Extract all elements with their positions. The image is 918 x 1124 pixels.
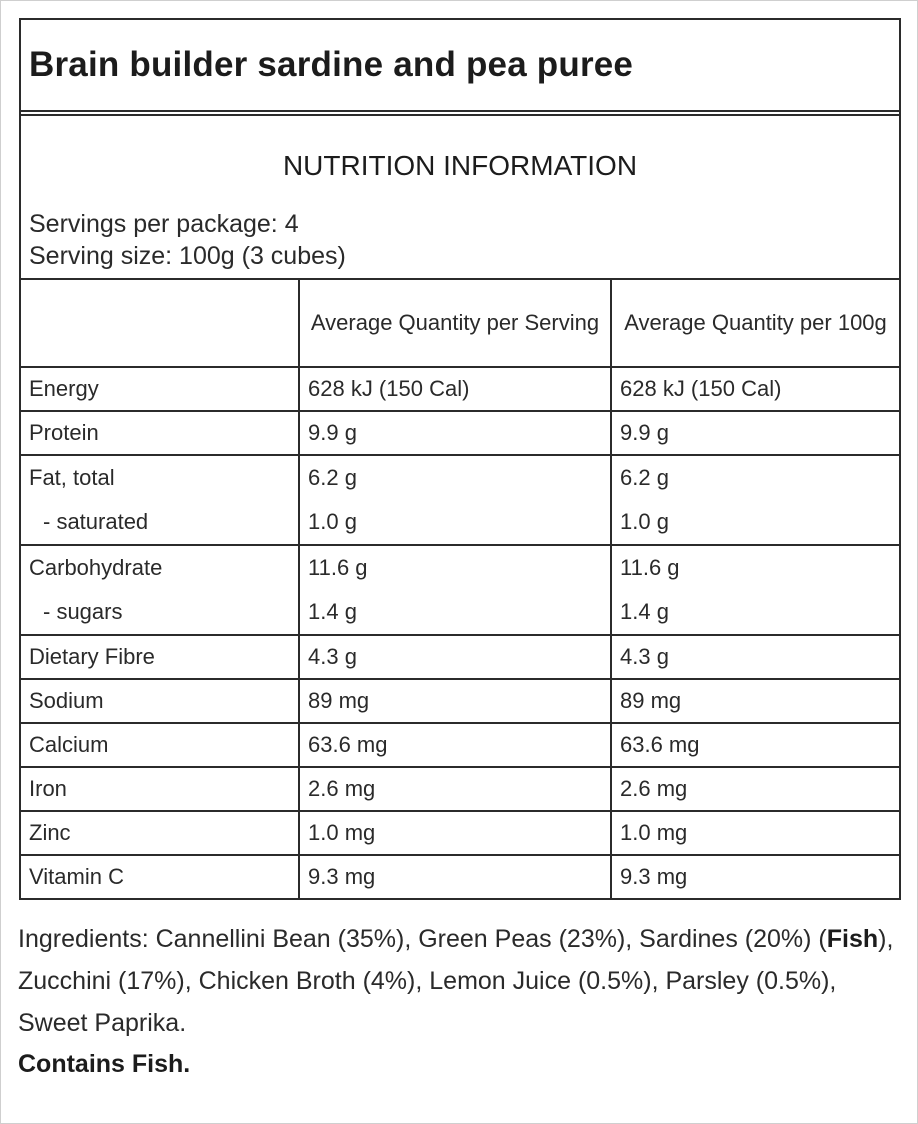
table-row: Vitamin C 9.3 mg 9.3 mg bbox=[21, 854, 899, 898]
per-serving-value: 9.3 mg bbox=[298, 854, 612, 898]
nutrient-label: Calcium bbox=[21, 722, 300, 768]
table-row: Dietary Fibre 4.3 g 4.3 g bbox=[21, 634, 899, 680]
nutrient-label: Protein bbox=[21, 410, 300, 456]
table-row: Calcium 63.6 mg 63.6 mg bbox=[21, 722, 899, 768]
per-100g-value: 89 mg bbox=[610, 678, 899, 724]
per-serving-value: 628 kJ (150 Cal) bbox=[298, 366, 612, 412]
header-nutrient bbox=[21, 278, 300, 368]
per-100g-value: 63.6 mg bbox=[610, 722, 899, 768]
per-serving-value: 89 mg bbox=[298, 678, 612, 724]
table-row: Zinc 1.0 mg 1.0 mg bbox=[21, 810, 899, 856]
nutrition-heading: NUTRITION INFORMATION bbox=[282, 150, 638, 181]
per-serving-group: 6.2 g 1.0 g bbox=[298, 454, 612, 546]
table-row: Carbohydrate - sugars 11.6 g 1.4 g 11.6 … bbox=[21, 544, 899, 636]
per-100g-group: 11.6 g 1.4 g bbox=[610, 544, 899, 636]
per-100g-value: 11.6 g bbox=[620, 555, 680, 580]
per-100g-value: 6.2 g bbox=[620, 465, 669, 490]
per-serving-value: 4.3 g bbox=[298, 634, 612, 680]
allergen-fish: Fish bbox=[826, 925, 879, 953]
sub-per-serving-value: 1.4 g bbox=[308, 599, 357, 624]
table-header-row: Average Quantity per Serving Average Qua… bbox=[21, 278, 899, 368]
nutrient-label: Fat, total bbox=[29, 465, 115, 490]
table-row: Energy 628 kJ (150 Cal) 628 kJ (150 Cal) bbox=[21, 366, 899, 412]
per-serving-value: 9.9 g bbox=[298, 410, 612, 456]
allergen-statement: Contains Fish. bbox=[18, 1050, 191, 1078]
sub-per-serving-value: 1.0 g bbox=[308, 509, 357, 534]
per-100g-value: 9.9 g bbox=[610, 410, 899, 456]
nutrient-label: Dietary Fibre bbox=[21, 634, 300, 680]
header-per-serving: Average Quantity per Serving bbox=[298, 278, 612, 368]
divider bbox=[21, 112, 899, 114]
table-row: Fat, total - saturated 6.2 g 1.0 g 6.2 g… bbox=[21, 454, 899, 546]
per-serving-group: 11.6 g 1.4 g bbox=[298, 544, 612, 636]
per-serving-value: 2.6 mg bbox=[298, 766, 612, 812]
table-row: Protein 9.9 g 9.9 g bbox=[21, 410, 899, 456]
sub-per-100g-value: 1.0 g bbox=[620, 509, 669, 534]
nutrient-label-group: Fat, total - saturated bbox=[21, 454, 300, 546]
table-row: Iron 2.6 mg 2.6 mg bbox=[21, 766, 899, 812]
nutrient-label: Energy bbox=[21, 366, 300, 412]
per-100g-value: 1.0 mg bbox=[610, 810, 899, 856]
nutrient-label: Zinc bbox=[21, 810, 300, 856]
header-per-100g: Average Quantity per 100g bbox=[610, 278, 899, 368]
nutrient-label: Sodium bbox=[21, 678, 300, 724]
per-serving-value: 11.6 g bbox=[308, 555, 368, 580]
per-100g-group: 6.2 g 1.0 g bbox=[610, 454, 899, 546]
table-row: Sodium 89 mg 89 mg bbox=[21, 678, 899, 724]
nutrition-info-box: NUTRITION INFORMATION Servings per packa… bbox=[21, 114, 899, 278]
ingredients-part-1: Ingredients: Cannellini Bean (35%), Gree… bbox=[18, 925, 827, 953]
nutrition-panel: Brain builder sardine and pea puree NUTR… bbox=[19, 18, 901, 900]
servings-per-package: Servings per package: 4 bbox=[29, 210, 299, 238]
sub-nutrient-label: - saturated bbox=[43, 509, 149, 534]
servings-info: Servings per package: 4 Serving size: 10… bbox=[29, 208, 346, 272]
sub-nutrient-label: - sugars bbox=[43, 599, 123, 624]
nutrient-label-group: Carbohydrate - sugars bbox=[21, 544, 300, 636]
ingredients-part-2: ), Zucchini (17%), Chicken Broth (4%), L… bbox=[18, 925, 894, 1037]
nutrient-label: Carbohydrate bbox=[29, 555, 163, 580]
per-100g-value: 9.3 mg bbox=[610, 854, 899, 898]
per-100g-value: 628 kJ (150 Cal) bbox=[610, 366, 899, 412]
nutrient-label: Vitamin C bbox=[21, 854, 300, 898]
title-box: Brain builder sardine and pea puree bbox=[21, 20, 899, 112]
per-serving-value: 63.6 mg bbox=[298, 722, 612, 768]
per-100g-value: 4.3 g bbox=[610, 634, 899, 680]
nutrient-label: Iron bbox=[21, 766, 300, 812]
serving-size: Serving size: 100g (3 cubes) bbox=[29, 242, 346, 270]
sub-per-100g-value: 1.4 g bbox=[620, 599, 669, 624]
ingredients-text: Ingredients: Cannellini Bean (35%), Gree… bbox=[18, 918, 898, 1044]
per-100g-value: 2.6 mg bbox=[610, 766, 899, 812]
per-serving-value: 1.0 mg bbox=[298, 810, 612, 856]
per-serving-value: 6.2 g bbox=[308, 465, 357, 490]
nutrition-table: Average Quantity per Serving Average Qua… bbox=[21, 278, 899, 898]
product-title: Brain builder sardine and pea puree bbox=[29, 45, 634, 84]
